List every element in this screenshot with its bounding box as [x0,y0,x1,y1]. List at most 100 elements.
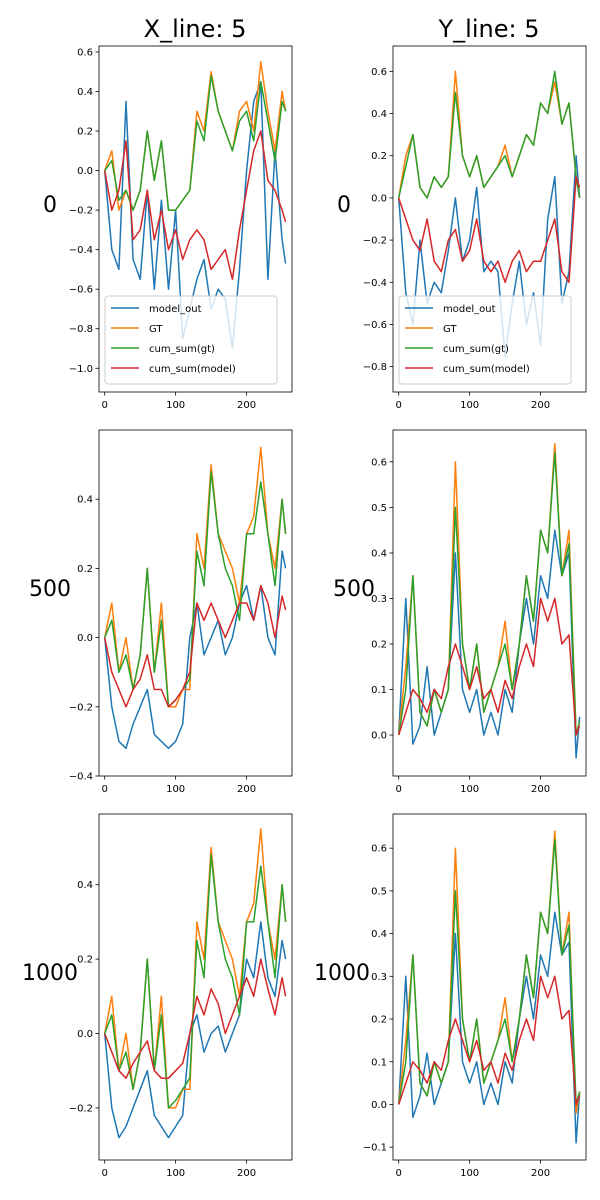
legend-label-cum-sum-gt: cum_sum(gt) [443,344,509,355]
row-label-500-left: 500 [29,577,71,602]
row-label-1000-left: 1000 [22,961,78,986]
axes-frame [392,813,587,1161]
series-line-cum-sum-model [103,584,287,708]
legend-label-gt: GT [149,324,163,335]
y-tick-label: 0.1 [371,685,387,696]
y-tick-label: −0.4 [363,278,387,289]
series-line-model-out [103,921,287,1139]
y-tick-label: 0.2 [371,1015,387,1026]
series-group [397,830,581,1144]
axes-frame [392,45,587,393]
series-line-cum-sum-gt [103,854,287,1109]
row-label-500-right: 500 [333,577,375,602]
y-tick-label: −0.8 [363,362,387,373]
y-tick-label: 0.2 [77,955,93,966]
subplot-4: 0 100 200 −0.2 0.0 0.2 0.4 [69,813,293,1179]
legend: model_out GT cum_sum(gt) cum_sum(model) [398,295,572,385]
y-tick-label: 0.4 [77,880,93,891]
y-tick-label: 0.0 [371,731,387,742]
y-tick-label: −0.2 [69,702,93,713]
y-tick-label: −0.6 [69,285,93,296]
subplot-2: 0 100 200 −0.4 −0.2 0.0 0.2 0.4 [69,429,293,795]
x-tick-label: 100 [460,784,479,795]
x-tick-label: 200 [237,400,256,411]
axes-frame [98,429,293,777]
x-tick-label: 100 [166,400,185,411]
column-title-x-line: X_line: 5 [144,15,247,43]
x-tick-label: 200 [237,784,256,795]
x-tick-label: 0 [101,784,107,795]
y-tick-label: 0.2 [77,127,93,138]
series-line-model-out [397,911,581,1144]
series-group [103,446,287,750]
series-line-model-out [397,529,581,759]
subplot-1: 0 100 200 −0.8 −0.6 −0.4 −0.2 0.0 0.2 0.4 0.6 model… [363,45,587,411]
axes-frame [98,813,293,1161]
legend-frame [398,295,572,385]
x-tick-label: 200 [237,1168,256,1179]
y-tick-label: 0.3 [371,594,387,605]
y-tick-label: 0.4 [371,929,387,940]
y-tick-label: 0.4 [77,495,93,506]
x-tick-label: 100 [166,784,185,795]
subplot-panels: 0 100 200 −1.0 −0.8 −0.6 −0.4 −0.2 0.0 0.2 0.4 0.6 m… [69,45,587,1179]
x-tick-label: 100 [460,400,479,411]
legend-label-cum-sum-model: cum_sum(model) [443,364,530,375]
x-tick-label: 0 [395,1168,401,1179]
column-title-y-line: Y_line: 5 [438,15,540,43]
series-line-cum-sum-model [397,597,581,736]
x-tick-label: 200 [531,1168,550,1179]
y-tick-label: 0.6 [371,457,387,468]
y-tick-label: 0.4 [77,87,93,98]
y-tick-label: 0.6 [77,47,93,58]
series-group [397,442,581,759]
legend-label-gt: GT [443,324,457,335]
x-tick-label: 100 [460,1168,479,1179]
y-tick-label: 0.6 [371,844,387,855]
y-tick-label: 0.6 [371,67,387,78]
y-tick-label: −0.2 [363,236,387,247]
y-tick-label: −0.2 [69,1103,93,1114]
x-tick-label: 0 [101,400,107,411]
series-line-cum-sum-model [103,958,287,1079]
y-tick-label: −0.1 [363,1143,387,1154]
y-tick-label: 0.4 [371,109,387,120]
y-tick-label: 0.0 [77,633,93,644]
series-line-cum-sum-gt [397,70,581,199]
y-tick-label: 0.3 [371,972,387,983]
series-group [103,61,287,350]
y-tick-label: −1.0 [69,364,93,375]
y-tick-label: 0.0 [77,166,93,177]
legend: model_out GT cum_sum(gt) cum_sum(model) [104,295,278,385]
y-tick-label: −0.6 [363,320,387,331]
row-label-0-right: 0 [337,193,351,218]
y-tick-label: −0.2 [69,206,93,217]
y-tick-label: −0.8 [69,324,93,335]
series-line-cum-sum-model [103,130,287,281]
legend-label-model-out: model_out [443,304,496,315]
y-tick-label: 0.4 [371,548,387,559]
legend-label-cum-sum-gt: cum_sum(gt) [149,344,215,355]
row-label-0-left: 0 [43,193,57,218]
y-tick-label: 0.0 [371,193,387,204]
y-tick-label: −0.4 [69,245,93,256]
x-tick-label: 0 [395,400,401,411]
y-tick-label: −0.4 [69,772,93,783]
y-tick-label: 0.0 [371,1100,387,1111]
series-line-cum-sum-model [397,975,581,1106]
x-tick-label: 200 [531,400,550,411]
subplot-0: 0 100 200 −1.0 −0.8 −0.6 −0.4 −0.2 0.0 0.2 0.4 0.6 m… [69,45,293,411]
series-group [103,828,287,1139]
plot-area [393,814,586,1160]
axes-frame [392,429,587,777]
y-tick-label: 0.2 [371,639,387,650]
y-tick-label: 0.1 [371,1057,387,1068]
x-tick-label: 0 [101,1168,107,1179]
series-line-cum-sum-gt [104,470,287,708]
x-tick-label: 0 [395,784,401,795]
y-tick-label: 0.5 [371,886,387,897]
y-tick-label: 0.2 [77,564,93,575]
series-line-cum-sum-gt [104,74,287,211]
legend-frame [104,295,278,385]
